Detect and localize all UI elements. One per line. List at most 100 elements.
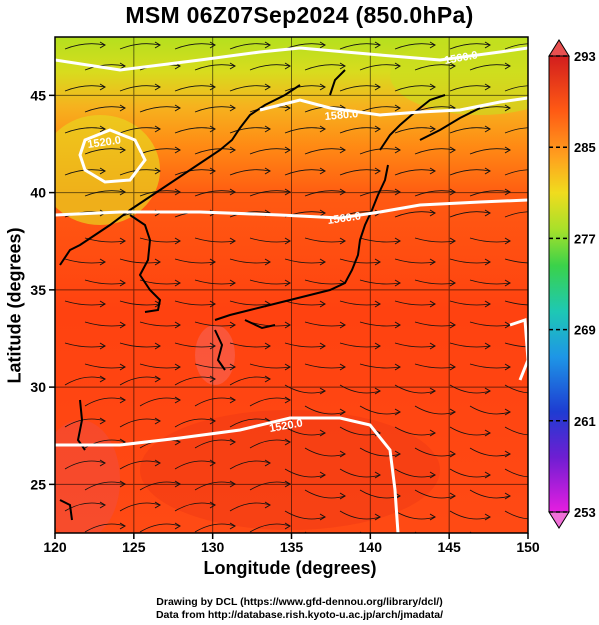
colorbar-tick-label: 269 bbox=[574, 323, 596, 338]
streamline bbox=[64, 342, 106, 348]
streamline bbox=[359, 447, 401, 457]
streamline bbox=[174, 258, 216, 264]
x-tick-label: 145 bbox=[437, 539, 461, 555]
streamline bbox=[174, 460, 216, 470]
y-axis: 25 30 35 40 45 bbox=[30, 87, 55, 492]
x-tick-label: 150 bbox=[516, 539, 540, 555]
streamline bbox=[194, 64, 236, 71]
x-axis: 120 125 130 135 140 145 150 bbox=[43, 533, 540, 555]
streamline bbox=[64, 418, 106, 428]
streamline bbox=[84, 148, 126, 155]
streamline bbox=[449, 300, 491, 306]
streamline bbox=[449, 426, 491, 436]
streamline bbox=[229, 127, 271, 134]
streamline bbox=[84, 397, 126, 407]
streamline bbox=[504, 211, 528, 218]
streamline bbox=[449, 384, 491, 394]
streamline bbox=[449, 258, 491, 264]
streamline bbox=[284, 300, 326, 306]
streamline bbox=[304, 148, 346, 155]
streamline bbox=[284, 384, 326, 394]
streamline bbox=[84, 106, 126, 113]
streamline bbox=[394, 169, 436, 176]
streamline bbox=[339, 169, 381, 176]
streamline bbox=[414, 405, 456, 415]
streamline bbox=[284, 169, 326, 176]
streamline bbox=[469, 447, 511, 457]
streamline bbox=[304, 64, 346, 71]
streamline bbox=[304, 489, 346, 499]
streamline bbox=[229, 169, 271, 176]
streamline bbox=[339, 43, 381, 50]
streamline bbox=[119, 342, 161, 348]
colorbar-tick-label: 277 bbox=[574, 231, 596, 246]
streamline bbox=[229, 502, 271, 512]
streamline bbox=[449, 342, 491, 348]
y-axis-label: Latitude (degrees) bbox=[4, 227, 25, 384]
streamline bbox=[449, 169, 491, 176]
streamline bbox=[84, 363, 126, 369]
y-tick-label: 35 bbox=[30, 282, 46, 298]
streamline bbox=[249, 523, 291, 533]
map-title: MSM 06Z07Sep2024 (850.0hPa) bbox=[125, 2, 474, 28]
streamline bbox=[504, 468, 528, 478]
streamline bbox=[64, 43, 106, 50]
streamline bbox=[139, 321, 181, 327]
streamline bbox=[84, 321, 126, 327]
lat-lon-grid bbox=[55, 37, 528, 533]
streamline bbox=[394, 468, 436, 478]
streamline bbox=[339, 127, 381, 134]
streamline bbox=[414, 64, 456, 71]
streamline bbox=[504, 384, 528, 394]
streamline bbox=[359, 363, 401, 369]
streamline bbox=[414, 190, 456, 197]
credit-data: Data from http://database.rish.kyoto-u.a… bbox=[155, 609, 444, 621]
streamline bbox=[174, 85, 216, 92]
streamline bbox=[64, 258, 106, 264]
streamline bbox=[414, 321, 456, 327]
streamline bbox=[64, 127, 106, 134]
credit-drawing: Drawing by DCL (https://www.gfd-dennou.o… bbox=[156, 596, 443, 608]
streamline bbox=[284, 510, 326, 520]
streamline bbox=[414, 447, 456, 457]
streamline bbox=[139, 148, 181, 155]
streamline bbox=[414, 279, 456, 285]
streamline bbox=[469, 148, 511, 155]
streamline bbox=[194, 106, 236, 113]
streamline bbox=[284, 85, 326, 92]
streamline bbox=[359, 405, 401, 415]
streamline bbox=[359, 106, 401, 113]
streamline bbox=[414, 237, 456, 243]
colorbar: 293 285 277 269 261 253 bbox=[548, 39, 596, 529]
streamline bbox=[504, 510, 528, 520]
streamline bbox=[229, 460, 271, 470]
streamline bbox=[64, 502, 106, 512]
streamline bbox=[339, 510, 381, 520]
streamline bbox=[284, 258, 326, 264]
streamline bbox=[119, 502, 161, 512]
streamline bbox=[229, 342, 271, 348]
streamline bbox=[394, 510, 436, 520]
streamline bbox=[339, 384, 381, 394]
contour-labels: 1520.0 1560.0 1580.0 1560.0 1520.0 bbox=[87, 49, 479, 435]
streamline bbox=[339, 300, 381, 306]
streamline bbox=[249, 237, 291, 243]
streamline bbox=[414, 148, 456, 155]
colorbar-bottom-triangle bbox=[548, 511, 570, 529]
streamline bbox=[504, 43, 528, 50]
streamline bbox=[229, 418, 271, 428]
x-tick-label: 125 bbox=[122, 539, 146, 555]
streamline bbox=[394, 258, 436, 264]
streamline bbox=[174, 342, 216, 348]
streamline bbox=[449, 85, 491, 92]
streamline bbox=[119, 418, 161, 428]
colorbar-tick-label: 293 bbox=[574, 49, 596, 64]
streamline bbox=[119, 258, 161, 264]
streamline bbox=[304, 237, 346, 243]
streamline bbox=[469, 190, 511, 197]
streamline bbox=[394, 211, 436, 218]
streamline bbox=[84, 190, 126, 197]
streamline bbox=[119, 127, 161, 134]
streamline bbox=[229, 211, 271, 218]
streamline bbox=[469, 363, 511, 369]
